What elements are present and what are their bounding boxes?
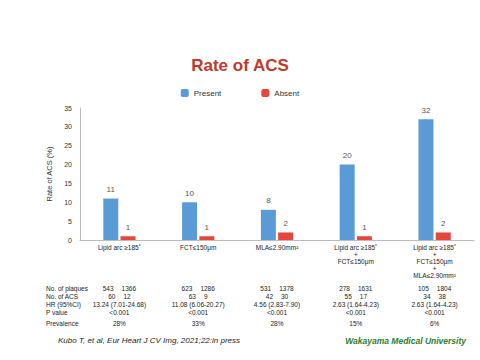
html-text:278: 278 bbox=[339, 285, 350, 292]
svg-text:MLA≤2.90mm²: MLA≤2.90mm² bbox=[256, 244, 299, 251]
html-text:No. of plaques: No. of plaques bbox=[46, 285, 88, 292]
html-text:63: 63 bbox=[188, 293, 196, 300]
svg-text:+: + bbox=[433, 265, 437, 272]
svg-text:20: 20 bbox=[64, 161, 72, 168]
html-text:28%: 28% bbox=[112, 320, 126, 327]
html-text:531: 531 bbox=[260, 285, 272, 292]
svg-text:Lipid arc ≥185˚: Lipid arc ≥185˚ bbox=[334, 244, 378, 251]
svg-text:30: 30 bbox=[64, 123, 72, 130]
svg-text:Rate of ACS: Rate of ACS bbox=[191, 56, 289, 75]
svg-text:10: 10 bbox=[64, 199, 72, 206]
svg-text:Present: Present bbox=[194, 89, 222, 98]
svg-text:1: 1 bbox=[362, 223, 367, 232]
html-text:Kubo T, et al, Eur Heart J CV: Kubo T, et al, Eur Heart J CV Img, 2021;… bbox=[58, 336, 240, 345]
svg-text:25: 25 bbox=[64, 142, 72, 149]
svg-text:+: + bbox=[354, 251, 358, 258]
html-text:543: 543 bbox=[102, 285, 114, 292]
svg-text:+: + bbox=[433, 251, 437, 258]
html-text:<0.001: <0.001 bbox=[109, 309, 130, 316]
svg-text:2: 2 bbox=[283, 219, 288, 228]
svg-text:Lipid arc ≥185˚: Lipid arc ≥185˚ bbox=[98, 244, 141, 252]
html-text:1378: 1378 bbox=[279, 285, 294, 292]
svg-text:0: 0 bbox=[68, 237, 72, 244]
html-text:<0.001: <0.001 bbox=[345, 309, 366, 316]
html-text:Prevalence: Prevalence bbox=[46, 320, 79, 327]
html-text:<0.001: <0.001 bbox=[267, 309, 287, 316]
html-text:1631: 1631 bbox=[358, 285, 373, 292]
svg-text:FCT≤150μm: FCT≤150μm bbox=[416, 258, 453, 265]
svg-text:8: 8 bbox=[266, 196, 271, 205]
svg-text:15: 15 bbox=[64, 180, 72, 187]
html-text:12: 12 bbox=[123, 293, 131, 300]
html-text:15%: 15% bbox=[349, 320, 363, 327]
svg-text:FCT≤150μm: FCT≤150μm bbox=[180, 244, 216, 252]
html-text:P value: P value bbox=[46, 309, 68, 316]
html-text:4.56 (2.83-7.90): 4.56 (2.83-7.90) bbox=[253, 301, 301, 308]
svg-text:1: 1 bbox=[126, 223, 131, 232]
svg-text:1: 1 bbox=[205, 223, 210, 232]
html-text:2.63 (1.64-4.23): 2.63 (1.64-4.23) bbox=[411, 301, 458, 308]
html-text:11.08 (6.06-20.27): 11.08 (6.06-20.27) bbox=[171, 301, 225, 308]
svg-text:11: 11 bbox=[107, 185, 116, 194]
svg-text:10: 10 bbox=[185, 189, 194, 198]
svg-text:FCT≤150μm: FCT≤150μm bbox=[338, 258, 374, 266]
html-text:1366: 1366 bbox=[121, 285, 136, 292]
svg-text:35: 35 bbox=[64, 105, 72, 112]
html-text:38: 38 bbox=[438, 293, 446, 300]
html-text:HR (95%CI): HR (95%CI) bbox=[46, 301, 81, 308]
html-text:No. of ACS: No. of ACS bbox=[46, 293, 79, 300]
html-text:<0.001: <0.001 bbox=[188, 309, 209, 316]
svg-text:32: 32 bbox=[422, 106, 431, 115]
svg-text:5: 5 bbox=[68, 218, 72, 225]
html-text:33%: 33% bbox=[191, 320, 205, 327]
html-text:1804: 1804 bbox=[436, 285, 452, 292]
svg-text:Lipid arc ≥185˚: Lipid arc ≥185˚ bbox=[413, 244, 457, 251]
html-text:6%: 6% bbox=[429, 320, 440, 327]
html-text:13.24 (7.01-24.68): 13.24 (7.01-24.68) bbox=[92, 301, 147, 308]
html-text:<0.001: <0.001 bbox=[424, 309, 445, 316]
svg-text:20: 20 bbox=[343, 151, 352, 160]
html-text:17: 17 bbox=[359, 293, 367, 300]
svg-text:MLA≤2.90mm²: MLA≤2.90mm² bbox=[413, 272, 456, 279]
svg-text:Absent: Absent bbox=[274, 89, 300, 98]
html-text:42: 42 bbox=[265, 293, 273, 300]
html-text:105: 105 bbox=[417, 285, 429, 292]
svg-text:Rate of ACS (%): Rate of ACS (%) bbox=[45, 146, 54, 202]
html-text:1286: 1286 bbox=[200, 285, 215, 292]
html-text:60: 60 bbox=[108, 293, 116, 300]
html-text:623: 623 bbox=[181, 285, 193, 292]
html-text:Wakayama Medical University: Wakayama Medical University bbox=[345, 336, 466, 346]
html-text:30: 30 bbox=[281, 293, 289, 300]
html-text:2.63 (1.64-4.23): 2.63 (1.64-4.23) bbox=[332, 301, 379, 308]
html-text:34: 34 bbox=[423, 293, 431, 300]
svg-text:2: 2 bbox=[441, 219, 446, 228]
html-text:28%: 28% bbox=[270, 320, 284, 327]
html-text:9: 9 bbox=[204, 293, 208, 300]
html-text:55: 55 bbox=[344, 293, 352, 300]
